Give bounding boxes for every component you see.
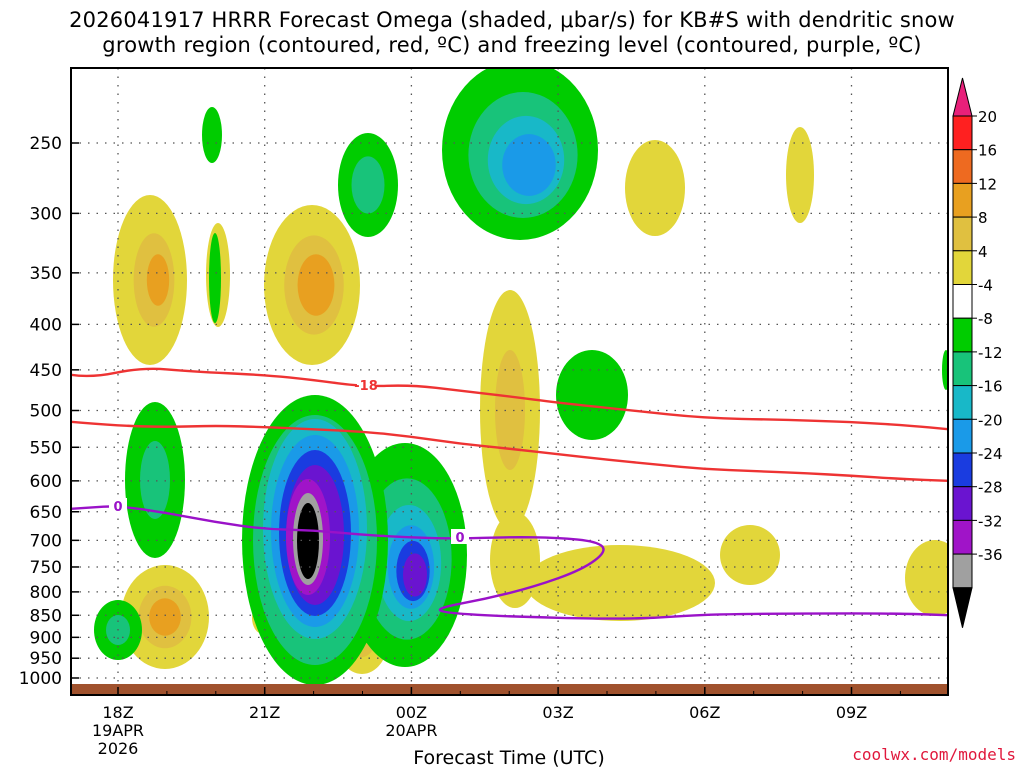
y-axis: 2503003504004505005506006507007508008509…: [19, 134, 79, 689]
colorbar-swatch-1: [952, 149, 973, 184]
chart-title-line-1: 2026041917 HRRR Forecast Omega (shaded, …: [69, 8, 955, 32]
y-tick-label-350: 350: [30, 264, 62, 284]
colorbar-label-8: 8: [978, 209, 988, 227]
freezing-level-label-a: 0: [113, 500, 122, 515]
y-tick-label-300: 300: [30, 204, 62, 224]
colorbar-label--12: -12: [978, 344, 1003, 362]
ascent-cell-upper-b-level-1: [351, 156, 385, 214]
freezing-level-label-b-bg: [451, 529, 469, 544]
dendritic-growth-bottom-line: [71, 420, 948, 483]
ascent-cell-west-level-1: [140, 441, 170, 519]
y-tick-label-550: 550: [30, 438, 62, 458]
colorbar-label--4: -4: [978, 277, 993, 295]
colorbar-top-arrow: [952, 77, 973, 117]
y-tick-label-250: 250: [30, 134, 62, 154]
colorbar-label--16: -16: [978, 378, 1003, 396]
subsidence-cell-d-level-0: [625, 140, 685, 236]
dendritic-growth-top-line: [71, 367, 948, 431]
subsidence-cell-k: [525, 545, 715, 621]
colorbar-swatch-10: [952, 452, 973, 488]
y-tick-label-450: 450: [30, 361, 62, 381]
subsidence-cell-f-level-1: [495, 350, 525, 470]
freezing-level-label-a-bg: [109, 498, 127, 513]
subsidence-cell-e: [786, 127, 814, 223]
x-tick-label-09Z: 09Z: [836, 703, 867, 722]
y-tick-label-700: 700: [30, 531, 62, 551]
x-axis-label: Forecast Time (UTC): [413, 747, 604, 768]
subsidence-cell-l: [720, 525, 780, 585]
x-tick-label-00Z: 00Z: [396, 703, 427, 722]
ground-fill: [71, 684, 948, 695]
colorbar-swatch-7: [952, 351, 973, 387]
dendritic-growth-label: -18: [354, 379, 378, 394]
colorbar-label-20: 20: [978, 108, 997, 126]
x-tick-year-18Z: 2026: [98, 739, 139, 758]
y-tick-label-800: 800: [30, 583, 62, 603]
ascent-cell-edge: [942, 350, 948, 390]
colorbar-label--28: -28: [978, 479, 1003, 497]
colorbar-swatch-8: [952, 385, 973, 420]
omega-shading: [94, 68, 948, 685]
colorbar-swatch-2: [952, 182, 973, 218]
y-tick-label-900: 900: [30, 628, 62, 648]
y-tick-label-500: 500: [30, 402, 62, 422]
subsidence-cell-b-level-2: [297, 254, 335, 316]
colorbar: 20 16 12 8 4 -4 -8 -12 -16 -20 -24 -28 -32 -36: [952, 77, 1003, 628]
y-tick-label-400: 400: [30, 315, 62, 335]
colorbar-label--20: -20: [978, 411, 1003, 429]
x-tick-label-21Z: 21Z: [249, 703, 280, 722]
ascent-cell-mid-level-0: [556, 350, 628, 440]
colorbar-bottom-arrow: [952, 587, 973, 628]
y-tick-label-600: 600: [30, 472, 62, 492]
contour-lines: -18 0 0: [71, 367, 948, 620]
colorbar-swatch-3: [952, 216, 973, 252]
colorbar-swatch-11: [952, 486, 973, 521]
ascent-cell-upper-d: [209, 233, 221, 323]
ascent-cell-upper-level-3: [502, 134, 556, 196]
colorbar-label--8: -8: [978, 310, 993, 328]
freezing-level-label-b: 0: [455, 531, 464, 546]
subsidence-cell-a-level-2: [146, 254, 170, 306]
ascent-cell-upper-c: [202, 107, 222, 163]
ground-surface: [71, 684, 948, 695]
x-tick-date-00Z: 20APR: [385, 721, 437, 740]
colorbar-label--24: -24: [978, 445, 1003, 463]
y-tick-label-1000: 1000: [19, 669, 62, 689]
y-tick-label-950: 950: [30, 649, 62, 669]
colorbar-swatch-6: [952, 317, 973, 353]
colorbar-swatch-4: [952, 250, 973, 286]
colorbar-swatch-12: [952, 519, 973, 555]
x-tick-date-18Z: 19APR: [92, 721, 144, 740]
ascent-core-secondary-level-5: [403, 553, 427, 597]
ascent-core-level-8: [297, 503, 319, 579]
colorbar-swatch-9: [952, 418, 973, 454]
subsidence-cell-h-level-2: [149, 598, 181, 636]
subsidence-cell-m: [905, 540, 948, 616]
credit-text: coolwx.com/models: [852, 745, 1016, 764]
dendritic-growth-label-bg: [357, 377, 375, 392]
x-tick-label-03Z: 03Z: [542, 703, 573, 722]
freezing-level-line: [71, 505, 948, 620]
chart-title-line-2: growth region (contoured, red, ºC) and f…: [102, 33, 922, 57]
colorbar-label--32: -32: [978, 512, 1003, 530]
colorbar-label--36: -36: [978, 546, 1003, 564]
colorbar-swatch-13: [952, 553, 973, 589]
y-tick-label-750: 750: [30, 558, 62, 578]
colorbar-swatch-0: [952, 115, 973, 151]
colorbar-label-16: 16: [978, 142, 997, 160]
colorbar-swatch-5: [952, 284, 973, 319]
y-tick-label-850: 850: [30, 606, 62, 626]
colorbar-label-4: 4: [978, 243, 988, 261]
y-tick-label-650: 650: [30, 503, 62, 523]
colorbar-label-12: 12: [978, 175, 997, 193]
x-tick-label-06Z: 06Z: [689, 703, 720, 722]
x-tick-label-18Z: 18Z: [102, 703, 133, 722]
